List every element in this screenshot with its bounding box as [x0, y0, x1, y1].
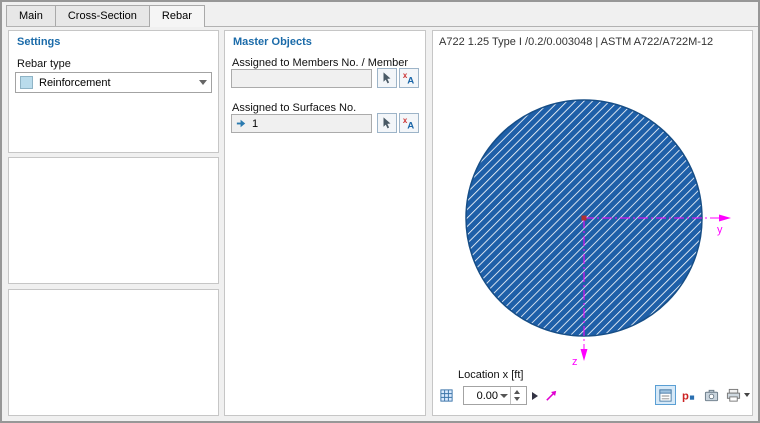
location-x-label: Location x [ft]	[458, 369, 524, 381]
settings-empty-box-1	[8, 157, 219, 284]
z-axis-label: z	[572, 356, 578, 368]
master-objects-title: Master Objects	[233, 36, 312, 48]
pointer-tool-button[interactable]	[541, 385, 562, 405]
step-right-icon[interactable]	[532, 392, 538, 400]
z-axis-arrow	[580, 349, 588, 361]
members-field[interactable]	[231, 69, 372, 88]
location-grid-button[interactable]	[436, 385, 457, 405]
values-button[interactable]: p	[678, 385, 699, 405]
values-icon: p	[682, 390, 695, 402]
view-toggle-button[interactable]	[655, 385, 676, 405]
master-objects-panel: Master Objects Assigned to Members No. /…	[224, 30, 426, 416]
tab-cross-section[interactable]: Cross-Section	[54, 5, 150, 26]
members-pick-button[interactable]	[377, 68, 397, 88]
surfaces-field[interactable]	[231, 114, 372, 133]
location-x-input[interactable]	[464, 389, 498, 402]
surface-ref-icon	[236, 119, 246, 128]
settings-panel: Settings Rebar type Reinforcement	[8, 30, 219, 153]
step-down-icon[interactable]	[513, 397, 520, 401]
members-select-all-icon: x A	[403, 71, 414, 85]
members-pick-icon	[383, 72, 391, 84]
rebar-type-value: Reinforcement	[39, 76, 111, 89]
surfaces-select-all-icon: x A	[403, 116, 414, 130]
location-x-stepper[interactable]	[510, 387, 522, 404]
camera-icon	[704, 389, 719, 401]
axes-lines	[583, 217, 721, 351]
settings-title: Settings	[17, 36, 61, 48]
rebar-type-dropdown[interactable]: Reinforcement	[15, 72, 212, 93]
section-viewport[interactable]: y z	[433, 31, 752, 415]
svg-text:p: p	[682, 390, 689, 402]
surfaces-input[interactable]	[252, 116, 368, 131]
section-preview-panel: A722 1.25 Type I /0.2/0.003048 | ASTM A7…	[432, 30, 753, 416]
step-up-icon[interactable]	[513, 390, 520, 394]
chevron-down-icon[interactable]	[743, 393, 750, 397]
section-description: A722 1.25 Type I /0.2/0.003048 | ASTM A7…	[439, 36, 714, 48]
chevron-down-icon	[199, 80, 207, 85]
surfaces-label: Assigned to Surfaces No.	[232, 102, 357, 114]
surfaces-pick-button[interactable]	[377, 113, 397, 133]
print-icon	[726, 388, 740, 402]
tab-main[interactable]: Main	[6, 5, 56, 26]
surfaces-select-all-button[interactable]: x A	[399, 113, 419, 133]
camera-button[interactable]	[701, 385, 722, 405]
svg-text:x: x	[403, 71, 408, 80]
members-select-all-button[interactable]: x A	[399, 68, 419, 88]
svg-text:A: A	[407, 75, 414, 85]
rebar-type-color-swatch	[20, 76, 33, 89]
members-input[interactable]	[235, 71, 368, 86]
location-x-spinner[interactable]	[463, 386, 527, 405]
rebar-type-label: Rebar type	[17, 58, 71, 70]
preview-toolbar: Location x [ft]	[433, 367, 752, 415]
view-toggle-icon	[659, 388, 672, 402]
tab-rebar[interactable]: Rebar	[148, 5, 205, 27]
y-axis-arrow	[719, 214, 731, 222]
tab-bar: Main Cross-Section Rebar	[6, 3, 758, 27]
svg-text:A: A	[407, 120, 414, 130]
print-button[interactable]	[724, 385, 751, 405]
y-axis-label: y	[717, 224, 723, 236]
surfaces-pick-icon	[383, 117, 391, 129]
section-center-marker	[581, 215, 587, 221]
pointer-icon	[546, 390, 557, 401]
chevron-down-icon[interactable]	[498, 393, 510, 398]
svg-text:x: x	[403, 116, 408, 125]
location-grid-icon	[440, 388, 453, 402]
settings-empty-box-2	[8, 289, 219, 416]
